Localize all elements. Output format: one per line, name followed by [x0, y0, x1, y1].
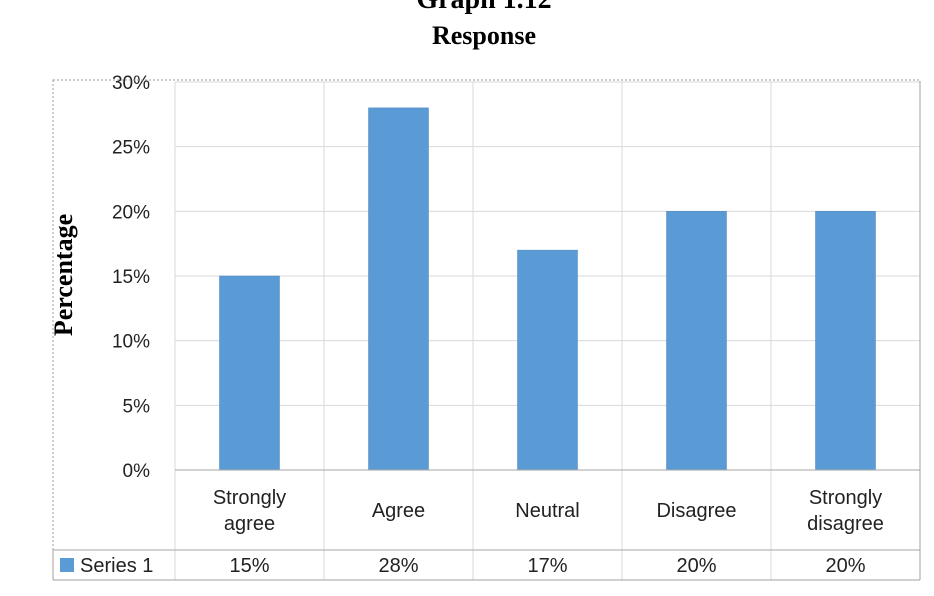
bars [219, 107, 876, 471]
data-table: Strongly agree Agree Neutral Disagree Strongl… [52, 82, 921, 581]
bar [368, 107, 429, 471]
category-label: Neutral [515, 500, 579, 522]
chart-subtitle: Response [432, 21, 536, 50]
category-label: agree [224, 513, 275, 535]
y-tick-label: 20% [112, 202, 150, 223]
bar [517, 249, 578, 471]
y-tick-label: 25% [112, 138, 150, 159]
bar [815, 211, 876, 471]
bar [666, 211, 727, 471]
bar [219, 275, 280, 471]
y-tick-label: 10% [112, 332, 150, 353]
y-tick-label: 5% [123, 396, 151, 417]
y-axis-label: Percentage [49, 214, 78, 336]
y-tick-label: 0% [123, 461, 151, 482]
table-value: 17% [527, 555, 567, 577]
table-value: 28% [378, 555, 418, 577]
category-label: Agree [372, 500, 425, 522]
chart-title: Graph 1.12 [416, 0, 551, 15]
chart-area-border [52, 79, 921, 581]
y-tick-label: 15% [112, 267, 150, 288]
legend-swatch [60, 558, 74, 572]
category-label: Strongly [809, 487, 882, 509]
table-value: 20% [825, 555, 865, 577]
legend-series-name: Series 1 [80, 555, 153, 577]
y-tick-labels: 0% 5% 10% 15% 20% 25% 30% [112, 73, 150, 482]
category-label: Strongly [213, 487, 286, 509]
y-tick-label: 30% [112, 73, 150, 94]
table-value: 15% [229, 555, 269, 577]
category-label: Disagree [656, 500, 736, 522]
category-label: disagree [807, 513, 884, 535]
table-value: 20% [676, 555, 716, 577]
